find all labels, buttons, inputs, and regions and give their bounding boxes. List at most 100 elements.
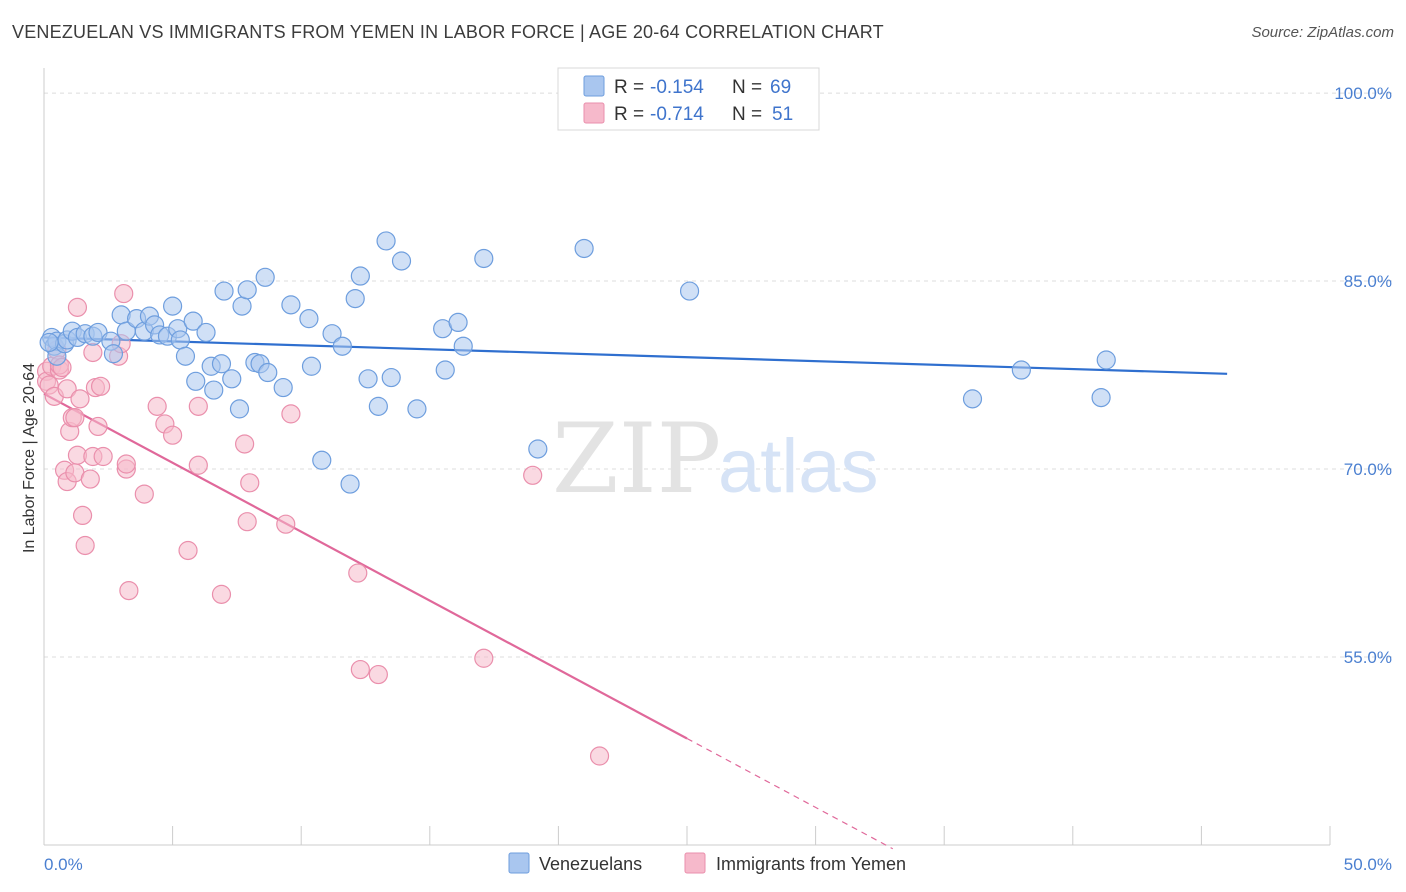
yemen-point-42: [235, 434, 255, 454]
yemen-point-11: [57, 379, 77, 399]
chart-title: VENEZUELAN VS IMMIGRANTS FROM YEMEN IN L…: [12, 22, 884, 42]
yemen-point-52: [589, 746, 610, 766]
yemen-point-43: [237, 512, 257, 532]
venezuelans-point-27: [196, 322, 216, 343]
legend-r-value-pink: -0.714: [650, 104, 704, 125]
yemen-point-50: [474, 648, 494, 668]
yemen-point-34: [134, 484, 154, 504]
venezuelans-point-21: [163, 296, 183, 316]
series-venezuelans-points: [39, 231, 1116, 494]
venezuelans-point-32: [222, 369, 242, 389]
venezuelans-point-24: [175, 346, 196, 366]
venezuelans-point-44: [312, 450, 332, 470]
venezuelans-point-55: [407, 399, 427, 419]
y-tick-label-55: 55.0%: [1344, 648, 1392, 667]
yemen-point-16: [67, 297, 88, 317]
yemen-point-26: [90, 376, 111, 396]
watermark-atlas: atlas: [718, 424, 879, 509]
venezuelans-point-54: [391, 251, 412, 271]
venezuelans-point-68: [39, 332, 59, 353]
venezuelans-point-60: [474, 248, 494, 269]
legend-swatch-pink: [583, 102, 605, 124]
top-legend: R = -0.154 N = 69 R = -0.714 N = 51: [557, 67, 820, 131]
bottom-legend-swatch-yemen: [684, 852, 706, 874]
y-axis-label: In Labor Force | Age 20-64: [21, 363, 38, 553]
y-tick-label-100: 100.0%: [1334, 84, 1392, 103]
venezuelans-point-59: [453, 336, 473, 356]
yemen-point-49: [368, 664, 388, 685]
venezuelans-point-47: [340, 474, 360, 494]
y-tick-labels: 55.0% 70.0% 85.0% 100.0%: [1334, 84, 1392, 667]
venezuelans-point-39: [258, 362, 278, 383]
legend-n-value-blue: 69: [770, 77, 791, 98]
yemen-point-38: [178, 540, 198, 561]
venezuelans-point-51: [368, 396, 388, 416]
y-tick-label-85: 85.0%: [1344, 272, 1392, 291]
venezuelans-point-67: [1096, 350, 1116, 370]
venezuelans-point-29: [204, 380, 224, 400]
venezuelans-point-43: [301, 356, 322, 376]
yemen-point-21: [80, 469, 100, 489]
yemen-point-41: [211, 584, 232, 604]
venezuelans-point-66: [1091, 387, 1111, 408]
watermark-zip: ZIP: [552, 403, 721, 515]
yemen-point-35: [147, 396, 167, 416]
legend-n-label-blue: N =: [732, 77, 762, 98]
grid-lines: [44, 92, 1392, 658]
trend-line-yemen-extrapolated: [686, 737, 894, 850]
y-tick-label-70: 70.0%: [1344, 460, 1392, 479]
venezuelans-point-48: [345, 288, 365, 309]
yemen-point-25: [88, 416, 108, 437]
venezuelans-point-64: [962, 389, 983, 409]
legend-n-value-pink: 51: [772, 104, 793, 125]
yemen-point-19: [72, 505, 93, 526]
venezuelans-point-52: [376, 231, 396, 251]
venezuelans-point-41: [281, 295, 301, 315]
venezuelans-point-31: [214, 281, 234, 301]
venezuelans-point-30: [211, 354, 232, 374]
venezuelans-point-61: [528, 439, 548, 459]
bottom-legend-label-yemen: Immigrants from Yemen: [716, 854, 906, 874]
bottom-legend: Venezuelans Immigrants from Yemen: [508, 852, 906, 874]
x-tick-label-max: 50.0%: [1344, 855, 1392, 874]
legend-r-label-pink: R =: [614, 104, 644, 125]
yemen-point-51: [523, 465, 543, 485]
bottom-legend-swatch-venezuelans: [508, 852, 530, 874]
venezuelans-point-58: [448, 312, 468, 333]
legend-r-value-blue: -0.154: [650, 77, 704, 98]
venezuelans-point-35: [237, 280, 257, 300]
venezuelans-point-46: [332, 336, 352, 356]
yemen-point-40: [188, 455, 208, 475]
watermark: ZIP atlas: [552, 403, 879, 515]
yemen-point-30: [114, 283, 134, 304]
yemen-point-33: [119, 580, 139, 601]
yemen-point-22: [83, 342, 103, 363]
yemen-point-37: [163, 425, 183, 445]
x-tick-marks: [172, 826, 1331, 845]
yemen-point-39: [188, 396, 208, 416]
yemen-point-46: [281, 404, 301, 424]
venezuelans-point-12: [103, 344, 124, 364]
yemen-point-48: [350, 659, 370, 680]
venezuelans-point-49: [350, 266, 370, 286]
x-tick-label-min: 0.0%: [44, 855, 83, 874]
venezuelans-point-53: [381, 367, 401, 388]
yemen-point-18: [70, 389, 90, 409]
chart-source: Source: ZipAtlas.com: [1251, 24, 1394, 41]
yemen-point-32: [116, 454, 136, 474]
venezuelans-point-45: [322, 324, 342, 344]
yemen-point-20: [75, 535, 95, 556]
venezuelans-point-50: [358, 369, 378, 389]
venezuelans-point-23: [170, 330, 190, 350]
series-yemen-points: [36, 283, 610, 766]
yemen-point-27: [93, 446, 113, 467]
venezuelans-point-33: [229, 399, 250, 419]
venezuelans-point-38: [255, 267, 275, 287]
venezuelans-point-42: [299, 309, 319, 329]
yemen-point-15: [65, 408, 85, 428]
yemen-point-47: [348, 563, 368, 583]
yemen-point-45: [276, 514, 296, 534]
venezuelans-point-26: [186, 371, 206, 391]
venezuelans-point-25: [183, 311, 203, 331]
